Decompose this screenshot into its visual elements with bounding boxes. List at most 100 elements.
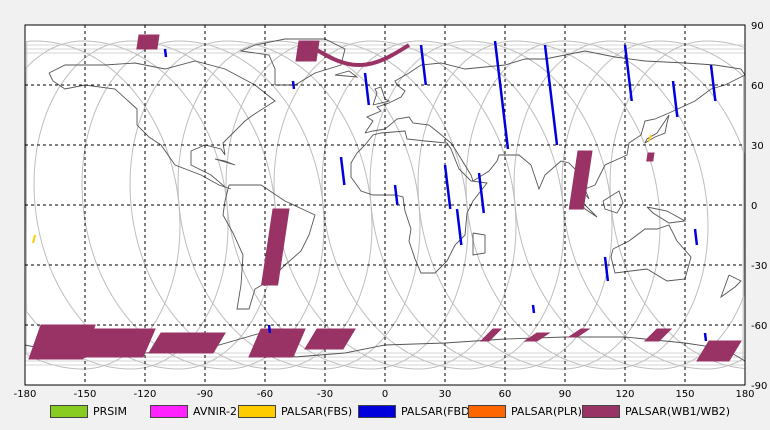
fbs-track — [32, 234, 36, 244]
wb-strip — [136, 34, 160, 50]
coastline — [239, 38, 346, 86]
coastline — [472, 232, 486, 256]
orbit-track — [513, 40, 660, 370]
wb-coverage — [28, 34, 742, 362]
wb-antarctic-swath — [248, 328, 306, 358]
wb-antarctic-swath — [696, 340, 742, 362]
legend-label: PALSAR(FBS) — [281, 404, 353, 418]
coastline — [602, 190, 624, 214]
coastline — [646, 206, 687, 224]
legend-label: PALSAR(WB1/WB2) — [625, 404, 731, 418]
legend-item-palsar-plr: PALSAR(PLR) — [468, 403, 582, 419]
fbd-track — [443, 164, 452, 210]
fbd-track — [531, 304, 536, 314]
y-tick-label: -60 — [751, 321, 767, 332]
orbit-track — [369, 40, 516, 370]
fbs-track — [648, 134, 652, 142]
x-tick-label: -150 — [74, 389, 97, 400]
orbit-track — [417, 40, 564, 370]
y-tick-label: 60 — [751, 81, 764, 92]
fbd-track — [477, 172, 486, 214]
coastline — [372, 86, 391, 106]
legend-label: PRSIM — [93, 404, 127, 418]
x-tick-label: 60 — [499, 389, 512, 400]
wb-antarctic-swath — [148, 332, 226, 354]
plot-frame — [24, 24, 746, 386]
fbd-track — [623, 44, 633, 102]
y-tick-label: 30 — [751, 141, 764, 152]
fbd-track — [455, 208, 463, 246]
fbd-track — [603, 256, 610, 282]
orbit-track — [225, 40, 372, 370]
legend-item-palsar-wb: PALSAR(WB1/WB2) — [582, 403, 730, 419]
x-tick-label: -90 — [197, 389, 213, 400]
coastline — [222, 184, 316, 310]
legend-label: PALSAR(PLR) — [511, 404, 582, 418]
map-chart: -180 -150 -120 -90 -60 -30 0 30 60 90 120 150 180 90 6… — [13, 21, 768, 400]
x-tick-label: 90 — [559, 389, 572, 400]
legend-label: PALSAR(FBD) — [401, 404, 474, 418]
orbit-track — [514, 40, 661, 370]
fbd-track — [419, 44, 428, 86]
wb-antarctic-swath — [80, 328, 156, 358]
fbd-track — [339, 156, 346, 186]
fbd-coverage — [163, 40, 717, 342]
wb-antarctic-swath — [304, 328, 356, 350]
gridlines — [25, 25, 745, 385]
wb-strip — [646, 152, 655, 162]
legend-swatch — [238, 404, 276, 418]
coastline — [364, 50, 746, 200]
fbd-track — [163, 48, 168, 58]
coastline — [350, 130, 488, 274]
legend: PRSIM AVNIR-2 PALSAR(FBS) PALSAR(FBD) PA… — [0, 399, 770, 423]
wb-antarctic-swath — [523, 332, 551, 342]
x-tick-label: -60 — [257, 389, 273, 400]
fbd-track — [393, 184, 399, 206]
orbit-track — [658, 40, 745, 370]
legend-item-avnir2: AVNIR-2 — [150, 403, 237, 419]
coastline — [334, 70, 359, 78]
x-tick-label: 120 — [615, 389, 634, 400]
fbd-track — [493, 40, 510, 150]
legend-swatch — [150, 404, 188, 418]
fbd-track — [703, 332, 708, 342]
wb-antarctic-swath — [643, 328, 673, 342]
coastline — [720, 274, 742, 299]
fbd-track — [291, 80, 296, 90]
x-tick-label: -180 — [14, 389, 37, 400]
fbd-track — [709, 64, 717, 102]
x-tick-label: -120 — [134, 389, 157, 400]
wb-arctic-arc — [307, 43, 411, 68]
legend-item-palsar-fbs: PALSAR(FBS) — [238, 403, 352, 419]
legend-item-palsar-fbd: PALSAR(FBD) — [358, 403, 474, 419]
coastline — [214, 158, 236, 166]
orbit-track — [25, 40, 84, 370]
x-tick-label: 150 — [675, 389, 694, 400]
fbd-track — [363, 72, 371, 106]
y-tick-label: -90 — [751, 381, 767, 392]
wb-antarctic-swath — [28, 324, 96, 360]
coastline — [610, 224, 692, 282]
x-tick-label: 30 — [439, 389, 452, 400]
wb-antarctic-swath — [479, 328, 503, 342]
fbd-track — [671, 80, 679, 118]
wb-antarctic-swath — [567, 328, 591, 338]
axis-ticks: -180 -150 -120 -90 -60 -30 0 30 60 90 120 150 180 90 6… — [14, 21, 768, 400]
y-tick-label: 0 — [751, 201, 757, 212]
fbd-track — [267, 324, 272, 334]
x-tick-label: 0 — [382, 389, 388, 400]
legend-swatch — [50, 404, 88, 418]
orbit-track — [561, 40, 708, 370]
orbit-track — [562, 40, 709, 370]
x-tick-label: -30 — [317, 389, 333, 400]
y-tick-label: -30 — [751, 261, 767, 272]
legend-swatch — [582, 404, 620, 418]
wb-strip — [261, 208, 290, 286]
x-tick-label: 180 — [735, 389, 754, 400]
legend-swatch — [358, 404, 396, 418]
fbd-track — [543, 44, 559, 146]
orbit-track — [273, 40, 420, 370]
legend-item-prsim: PRSIM — [50, 403, 127, 419]
wb-strip — [568, 150, 593, 210]
fbd-track — [693, 228, 699, 246]
